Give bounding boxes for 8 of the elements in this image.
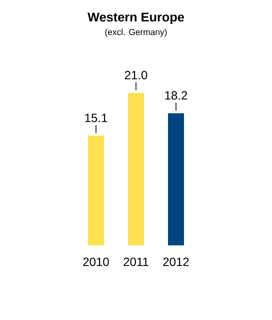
x-tick-label: 2011 — [124, 258, 148, 266]
data-label: 21.0 — [124, 70, 148, 80]
data-label: 15.1 — [85, 114, 108, 122]
chart-subtitle: (excl. Germany) — [105, 28, 167, 37]
x-tick-label: 2010 — [83, 258, 109, 266]
data-label: 18.2 — [165, 91, 188, 100]
chart-title: Western Europe — [88, 12, 184, 24]
x-tick-label: 2012 — [163, 258, 189, 266]
